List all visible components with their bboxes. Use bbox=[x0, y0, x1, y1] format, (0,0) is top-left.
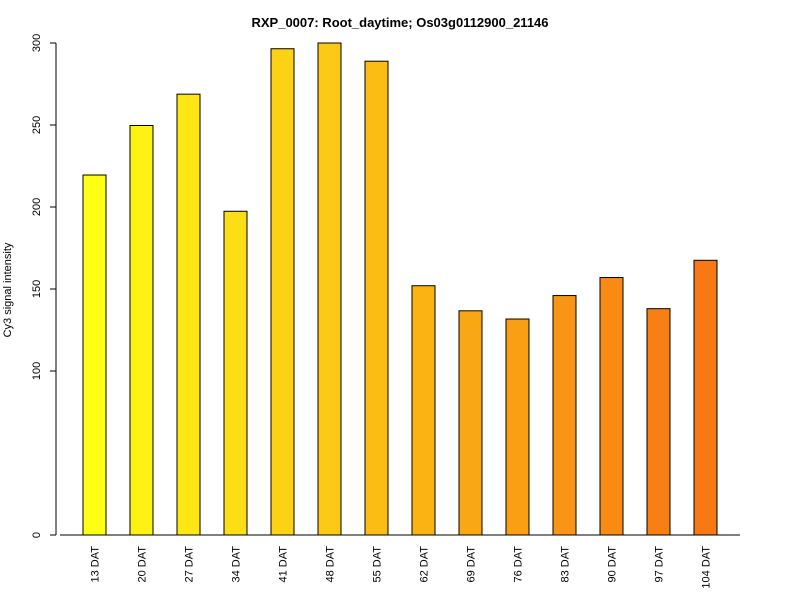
bar bbox=[223, 210, 248, 536]
x-tick-label: 83 DAT bbox=[560, 546, 572, 583]
y-tick-label: 0 bbox=[31, 532, 43, 538]
y-tick-label: 250 bbox=[31, 116, 43, 134]
x-tick-label: 41 DAT bbox=[278, 546, 290, 583]
x-tick-label: 97 DAT bbox=[654, 546, 666, 583]
x-tick-label: 104 DAT bbox=[701, 546, 713, 589]
bar bbox=[82, 174, 107, 536]
bar bbox=[176, 93, 201, 536]
x-tick-label: 55 DAT bbox=[372, 546, 384, 583]
y-tick-label: 300 bbox=[31, 34, 43, 52]
y-axis-label: Cy3 signal intensity bbox=[2, 242, 14, 337]
bar bbox=[364, 60, 389, 536]
x-tick-label: 90 DAT bbox=[607, 546, 619, 583]
bar bbox=[646, 308, 671, 536]
bar bbox=[505, 318, 530, 536]
x-tick-label: 27 DAT bbox=[184, 546, 196, 583]
y-tick-label: 200 bbox=[31, 198, 43, 216]
bar bbox=[129, 124, 154, 536]
y-axis: 0 100 150 200 250 300 bbox=[31, 34, 57, 538]
y-tick-label: 150 bbox=[31, 280, 43, 298]
y-tick-label: 100 bbox=[31, 362, 43, 380]
x-tick-label: 76 DAT bbox=[513, 546, 525, 583]
x-tick-label: 20 DAT bbox=[137, 546, 149, 583]
x-tick-label: 69 DAT bbox=[466, 546, 478, 583]
x-tick-label: 48 DAT bbox=[325, 546, 337, 583]
bar bbox=[552, 295, 577, 536]
bar bbox=[693, 259, 718, 536]
bar bbox=[270, 48, 295, 536]
chart-title: RXP_0007: Root_daytime; Os03g0112900_211… bbox=[251, 15, 548, 30]
x-axis-labels: 13 DAT 20 DAT 27 DAT 34 DAT 41 DAT 48 DAT 55 D… bbox=[90, 546, 713, 589]
x-tick-label: 62 DAT bbox=[419, 546, 431, 583]
bar bbox=[599, 277, 624, 536]
x-tick-label: 34 DAT bbox=[231, 546, 243, 583]
x-tick-label: 13 DAT bbox=[90, 546, 102, 583]
bar bbox=[317, 42, 342, 536]
bar bbox=[411, 285, 436, 536]
bar bbox=[458, 310, 483, 536]
bars bbox=[82, 42, 718, 536]
